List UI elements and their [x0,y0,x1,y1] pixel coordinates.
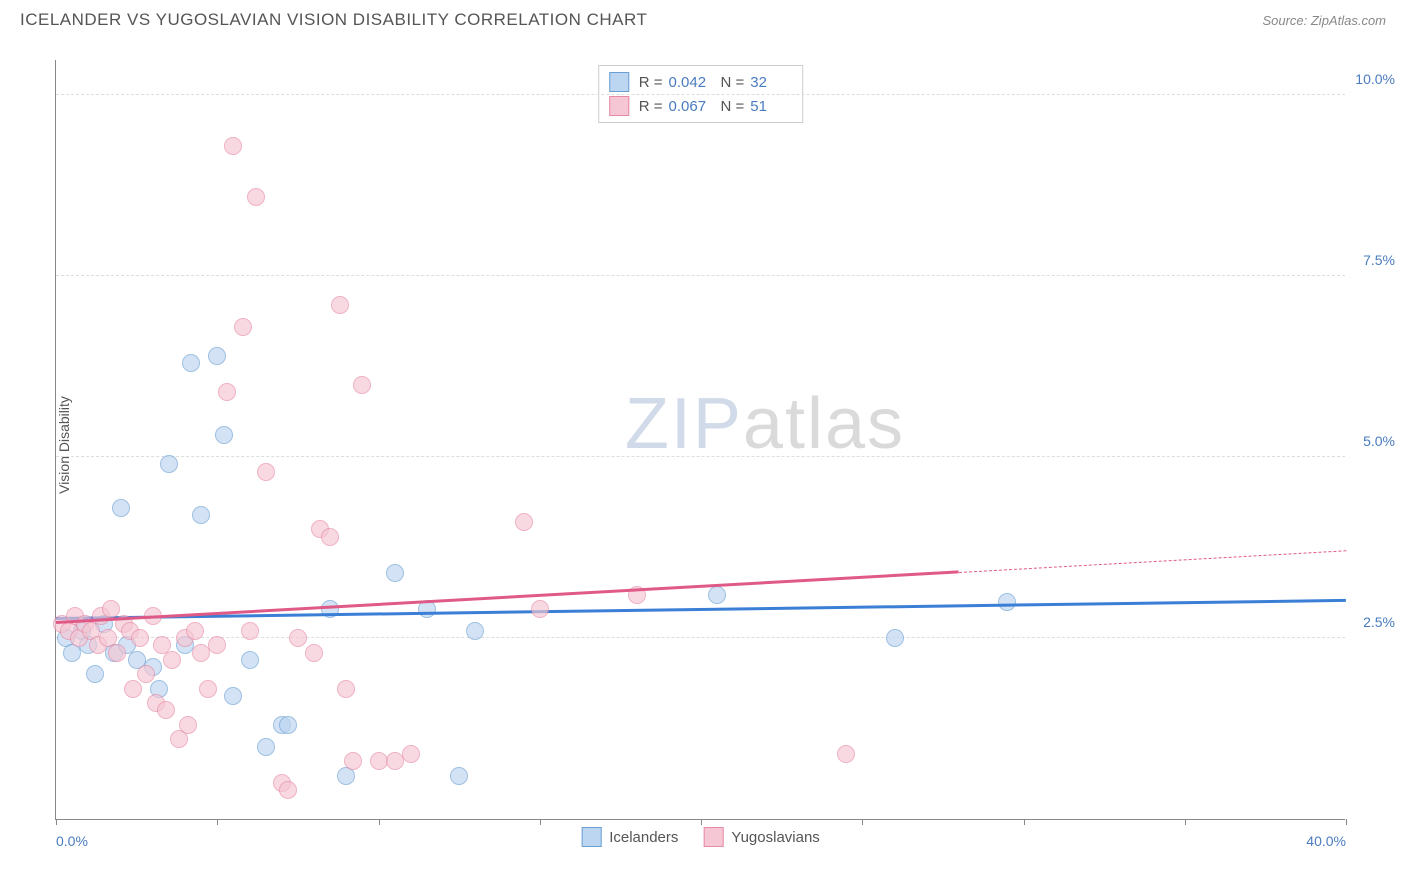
scatter-point [102,600,120,618]
scatter-point [337,680,355,698]
scatter-point [179,716,197,734]
source-attribution: Source: ZipAtlas.com [1262,13,1386,28]
legend-swatch-1 [703,827,723,847]
x-tick [1346,819,1347,825]
scatter-point [531,600,549,618]
stats-row-1: R = 0.067 N = 51 [609,94,793,118]
stats-swatch-1 [609,96,629,116]
scatter-point [279,781,297,799]
scatter-point [257,463,275,481]
scatter-point [305,644,323,662]
stats-row-0: R = 0.042 N = 32 [609,70,793,94]
stats-swatch-0 [609,72,629,92]
x-tick [56,819,57,825]
scatter-point [186,622,204,640]
scatter-point [321,528,339,546]
gridline-h [56,456,1345,457]
y-tick-label: 10.0% [1355,71,1395,87]
gridline-h [56,94,1345,95]
legend-item-0: Icelanders [581,827,678,847]
scatter-point [157,701,175,719]
scatter-point [218,383,236,401]
y-tick-label: 2.5% [1363,614,1395,630]
scatter-point [402,745,420,763]
scatter-point [450,767,468,785]
scatter-point [108,644,126,662]
x-tick [862,819,863,825]
scatter-point [112,499,130,517]
scatter-point [247,188,265,206]
scatter-point [998,593,1016,611]
scatter-point [224,687,242,705]
x-tick [701,819,702,825]
scatter-point [241,651,259,669]
x-tick-label: 0.0% [56,833,88,849]
x-tick [217,819,218,825]
scatter-point [131,629,149,647]
gridline-h [56,275,1345,276]
watermark-zip: ZIP [625,384,743,464]
watermark: ZIPatlas [625,383,905,465]
chart-title: ICELANDER VS YUGOSLAVIAN VISION DISABILI… [20,10,647,30]
y-tick-label: 7.5% [1363,252,1395,268]
scatter-point [199,680,217,698]
scatter-point [160,455,178,473]
scatter-point [837,745,855,763]
scatter-point [137,665,155,683]
trend-line [56,570,959,623]
stats-r-label-0: R = [639,74,663,91]
scatter-point [163,651,181,669]
scatter-point [208,636,226,654]
x-tick [379,819,380,825]
scatter-point [124,680,142,698]
stats-n-value-1: 51 [750,98,792,115]
scatter-point [215,426,233,444]
scatter-point [886,629,904,647]
scatter-point [257,738,275,756]
trend-line-extension [959,550,1346,573]
watermark-atlas: atlas [743,384,905,464]
x-tick [1024,819,1025,825]
scatter-point [708,586,726,604]
y-tick-label: 5.0% [1363,433,1395,449]
scatter-point [86,665,104,683]
stats-r-value-1: 0.067 [669,98,711,115]
stats-r-label-1: R = [639,98,663,115]
scatter-point [192,506,210,524]
chart-container: Vision Disability ZIPatlas R = 0.042 N =… [50,50,1390,840]
legend-item-1: Yugoslavians [703,827,819,847]
scatter-point [466,622,484,640]
stats-n-label-1: N = [721,98,745,115]
scatter-point [386,564,404,582]
legend-label-1: Yugoslavians [731,829,819,846]
scatter-point [208,347,226,365]
scatter-point [224,137,242,155]
scatter-point [234,318,252,336]
scatter-point [344,752,362,770]
legend-swatch-0 [581,827,601,847]
scatter-point [182,354,200,372]
stats-n-value-0: 32 [750,74,792,91]
stats-n-label-0: N = [721,74,745,91]
scatter-point [331,296,349,314]
x-tick [540,819,541,825]
scatter-point [279,716,297,734]
scatter-point [289,629,307,647]
plot-area: ZIPatlas R = 0.042 N = 32 R = 0.067 N = … [55,60,1345,820]
legend-label-0: Icelanders [609,829,678,846]
bottom-legend: Icelanders Yugoslavians [581,827,820,847]
scatter-point [353,376,371,394]
scatter-point [515,513,533,531]
x-tick [1185,819,1186,825]
scatter-point [241,622,259,640]
stats-r-value-0: 0.042 [669,74,711,91]
x-tick-label: 40.0% [1306,833,1346,849]
